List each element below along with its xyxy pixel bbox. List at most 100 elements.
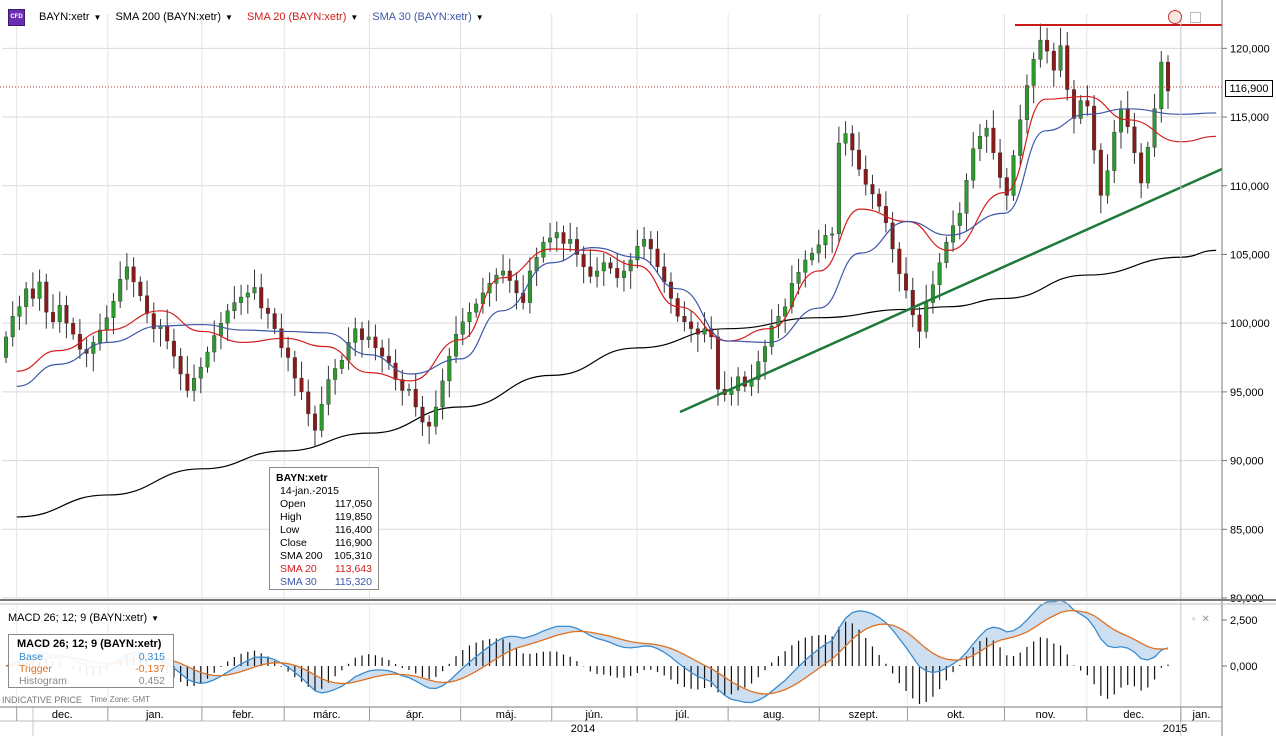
candle-body: [192, 377, 197, 391]
candle-body: [467, 311, 472, 323]
candle-body: [178, 355, 183, 375]
candle-body: [57, 305, 62, 323]
candle-body: [689, 321, 694, 329]
info-row-value: 117,050: [334, 498, 372, 510]
y-tick-label: 115,000: [1230, 112, 1269, 124]
candle-body: [1011, 155, 1016, 196]
legend-item-bayn[interactable]: BAYN:xetr ▼: [39, 11, 101, 23]
candle-body: [951, 225, 956, 243]
candle-body: [400, 379, 405, 391]
candle-body: [292, 357, 297, 379]
candle-body: [615, 268, 620, 279]
year-label: 2015: [1163, 723, 1187, 735]
candle-body: [561, 232, 566, 244]
candle-body: [937, 262, 942, 285]
candle-body: [1024, 85, 1029, 121]
series-line: [16, 108, 1217, 387]
candle-body: [37, 281, 42, 299]
window-icon[interactable]: ▫: [1192, 614, 1196, 625]
macd-row: Histogram 0,452: [17, 675, 165, 687]
candle-body: [171, 340, 176, 357]
candle-body: [447, 355, 452, 382]
caret-down-icon[interactable]: ▼: [93, 12, 102, 22]
info-row: SMA 200 105,310: [276, 550, 372, 563]
candle-body: [312, 413, 317, 431]
x-tick-label: júl.: [675, 709, 690, 721]
macd-legend[interactable]: MACD 26; 12; 9 (BAYN:xetr) ▼: [8, 612, 159, 624]
candle-body: [71, 322, 76, 335]
indicative-price-label: INDICATIVE PRICE: [2, 695, 82, 705]
window-icon[interactable]: [1190, 12, 1201, 23]
info-row-label: SMA 30: [280, 576, 317, 588]
candle-body: [554, 232, 559, 239]
legend-item-sma200[interactable]: SMA 200 (BAYN:xetr) ▼: [115, 11, 232, 23]
macd-y-tick-label: 2,500: [1230, 615, 1258, 627]
info-date: 14-jan.-2015: [280, 485, 339, 497]
x-tick-label: jan.: [145, 709, 164, 721]
candle-body: [769, 325, 774, 347]
candle-body: [991, 127, 996, 153]
candle-body: [977, 136, 982, 149]
x-tick-label: febr.: [232, 709, 253, 721]
candle-body: [393, 362, 398, 380]
candle-body: [319, 404, 324, 431]
candle-body: [118, 279, 123, 302]
close-icon[interactable]: ✕: [1201, 614, 1210, 625]
candle-body: [104, 317, 109, 331]
candle-body: [810, 252, 815, 261]
candle-body: [608, 262, 613, 269]
candle-body: [64, 305, 69, 324]
candle-body: [816, 244, 821, 254]
candle-body: [1125, 108, 1130, 127]
info-title: BAYN:xetr: [276, 472, 328, 484]
caret-down-icon[interactable]: ▼: [151, 613, 160, 623]
legend-item-sma20[interactable]: SMA 20 (BAYN:xetr) ▼: [247, 11, 358, 23]
y-tick-label: 95,000: [1230, 387, 1264, 399]
candle-body: [51, 311, 56, 323]
info-row-value: 105,310: [334, 550, 372, 562]
candle-body: [259, 287, 264, 309]
macd-row: Base 0,315: [17, 651, 165, 663]
legend-item-sma30[interactable]: SMA 30 (BAYN:xetr) ▼: [372, 11, 483, 23]
caret-down-icon[interactable]: ▼: [475, 12, 484, 22]
candle-body: [1105, 170, 1110, 196]
candle-body: [964, 180, 969, 214]
candle-body: [145, 295, 150, 314]
candle-body: [1065, 45, 1070, 90]
candle-body: [427, 421, 432, 427]
candle-body: [151, 313, 156, 329]
candle-body: [1118, 108, 1123, 133]
candle-body: [944, 241, 949, 263]
candle-body: [1159, 61, 1164, 110]
candle-body: [225, 310, 230, 324]
candle-body: [548, 237, 553, 243]
candle-body: [910, 289, 915, 316]
caret-down-icon[interactable]: ▼: [350, 12, 359, 22]
candle-body: [783, 306, 788, 317]
info-row: High 119,850: [276, 511, 372, 524]
candle-body: [131, 266, 136, 283]
candle-body: [924, 302, 929, 332]
candle-body: [198, 366, 203, 379]
candle-body: [762, 346, 767, 362]
macd-row-label: Base: [19, 651, 43, 663]
clock-icon[interactable]: [1168, 10, 1182, 24]
candle-body: [675, 298, 680, 317]
caret-down-icon[interactable]: ▼: [225, 12, 233, 22]
top-right-tools: [1168, 10, 1201, 24]
candle-body: [682, 316, 687, 323]
macd-row-value: 0,315: [138, 651, 165, 663]
x-tick-label: jan.: [1192, 709, 1211, 721]
candle-body: [326, 379, 331, 405]
candle-body: [823, 235, 828, 246]
info-row-label: High: [280, 511, 302, 523]
candle-body: [917, 314, 922, 332]
x-tick-label: márc.: [313, 709, 341, 721]
candle-body: [863, 169, 868, 185]
candle-body: [44, 281, 49, 313]
candle-body: [1145, 147, 1150, 184]
sma-30-line: [16, 108, 1217, 387]
candle-body: [265, 307, 270, 314]
support-trendline: [679, 167, 1223, 414]
